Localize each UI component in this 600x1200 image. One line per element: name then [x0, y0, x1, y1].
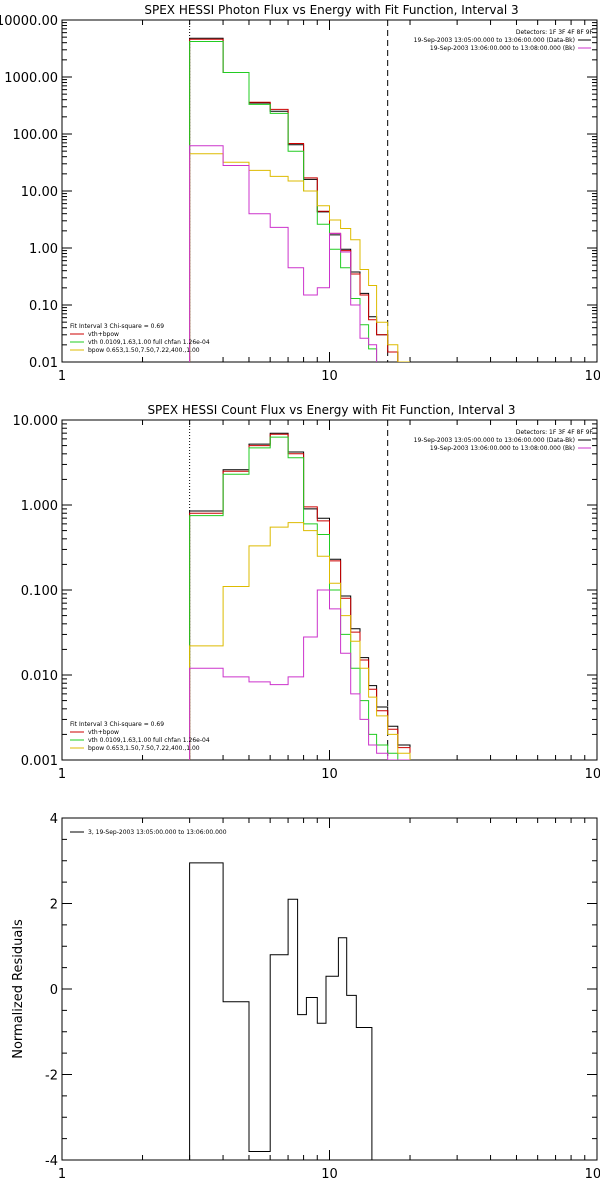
y-tick-label: 10000.00 [0, 14, 58, 29]
x-tick-label: 100 [585, 1167, 600, 1182]
series-group [189, 37, 411, 362]
y-tick-label: 1000.00 [4, 71, 58, 86]
chart-panel-1: SPEX HESSI Photon Flux vs Energy with Fi… [0, 3, 600, 384]
chart-title: SPEX HESSI Photon Flux vs Energy with Fi… [144, 3, 518, 17]
x-tick-label: 100 [585, 369, 600, 384]
y-tick-label: 10.00 [21, 185, 58, 200]
series-data [189, 432, 411, 760]
y-tick-label: -4 [45, 1154, 58, 1169]
x-tick-label: 1 [58, 767, 66, 782]
legend-right-entry: 19-Sep-2003 13:05:00.000 to 13:06:00.000… [414, 37, 575, 44]
y-tick-label: 0.001 [21, 754, 58, 769]
y-tick-label: 10.000 [13, 414, 59, 429]
legend-left-title: Fit Interval 3 Chi-square = 0.69 [70, 721, 164, 728]
series-3-19-sep-2003-13-05-00-000-to-13-06-00-000 [189, 862, 373, 1160]
legend-left-entry: bpow 0.653,1.50,7.50,7.22,400.,1.00 [88, 347, 200, 354]
legend-right-title: Detectors: 1F 3F 4F 8F 9F [516, 429, 594, 436]
legend-left-entry: vth 0.0109,1.63,1.00 full chfan 1.26e-04 [88, 737, 210, 744]
series-bk [189, 145, 411, 362]
y-tick-label: 0.10 [29, 299, 58, 314]
legend-left-entry: vth 0.0109,1.63,1.00 full chfan 1.26e-04 [88, 339, 210, 346]
chart-panel-2: SPEX HESSI Count Flux vs Energy with Fit… [13, 403, 600, 782]
y-tick-label: 1.000 [21, 499, 58, 514]
x-tick-label: 10 [321, 369, 338, 384]
legend-left-entry: 3, 19-Sep-2003 13:05:00.000 to 13:06:00.… [88, 829, 227, 836]
series-group [189, 862, 373, 1160]
legend-right-title: Detectors: 1F 3F 4F 8F 9F [516, 29, 594, 36]
legend-left-entry: bpow 0.653,1.50,7.50,7.22,400.,1.00 [88, 745, 200, 752]
legend-left-entry: vth+bpow [88, 729, 119, 736]
legend-right-entry: 19-Sep-2003 13:06:00.000 to 13:08:00.000… [430, 445, 575, 452]
y-tick-label: 1.00 [29, 242, 58, 257]
legend-left-title: Fit Interval 3 Chi-square = 0.69 [70, 323, 164, 330]
y-tick-label: 0 [50, 983, 58, 998]
y-tick-label: -2 [45, 1069, 58, 1084]
x-tick-label: 1 [58, 1167, 66, 1182]
x-tick-label: 10 [321, 767, 338, 782]
plot-frame [61, 19, 598, 363]
series-vth-bpow [189, 433, 411, 760]
plot-frame [61, 817, 598, 1161]
series-bk [189, 589, 410, 760]
x-tick-label: 10 [321, 1167, 338, 1182]
y-tick-label: 4 [50, 812, 58, 827]
legend-left-entry: vth+bpow [88, 331, 119, 338]
y-tick-label: 0.01 [29, 356, 58, 371]
x-tick-label: 100 [585, 767, 600, 782]
legend-right-entry: 19-Sep-2003 13:06:00.000 to 13:08:00.000… [430, 45, 575, 52]
series-group [189, 432, 411, 760]
chart-title: SPEX HESSI Count Flux vs Energy with Fit… [147, 403, 515, 417]
chart-panel-3: Normalized Residuals 1 10 100 -4 -2 0 2 4 3, 19-S… [11, 812, 600, 1182]
y-tick-label: 2 [50, 898, 58, 913]
y-tick-label: 0.100 [21, 584, 58, 599]
series-bpow [189, 522, 411, 760]
x-tick-label: 1 [58, 369, 66, 384]
y-tick-label: 100.00 [13, 128, 59, 143]
legend-right-entry: 19-Sep-2003 13:05:00.000 to 13:06:00.000… [414, 437, 575, 444]
y-axis-label: Normalized Residuals [11, 919, 26, 1059]
y-tick-label: 0.010 [21, 669, 58, 684]
